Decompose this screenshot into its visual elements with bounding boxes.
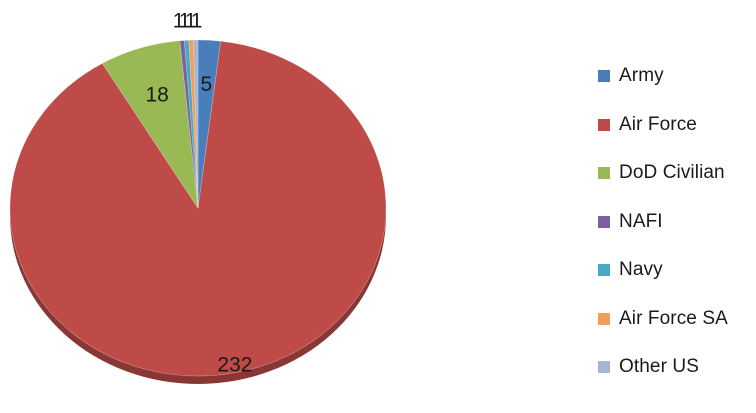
legend-item-navy: Navy [598, 258, 754, 282]
legend: Army Air Force DoD Civilian NAFI Navy Ai… [598, 64, 754, 404]
legend-label-nafi: NAFI [619, 211, 663, 233]
legend-item-army: Army [598, 64, 754, 88]
legend-label-dod-civilian: DoD Civilian [619, 162, 725, 184]
data-label-other-us: 1 [191, 10, 203, 33]
legend-label-other-us: Other US [619, 356, 699, 378]
legend-swatch-dod-civilian [598, 167, 610, 179]
legend-swatch-air-force [598, 119, 610, 131]
legend-item-air-force: Air Force [598, 113, 754, 137]
legend-swatch-air-force-sa [598, 313, 610, 325]
legend-item-dod-civilian: DoD Civilian [598, 161, 754, 185]
data-label-air-force: 232 [217, 353, 252, 376]
legend-swatch-other-us [598, 361, 610, 373]
legend-swatch-army [598, 70, 610, 82]
legend-swatch-nafi [598, 216, 610, 228]
data-label-dod-civilian: 18 [146, 84, 169, 107]
legend-label-air-force: Air Force [619, 114, 697, 136]
legend-swatch-navy [598, 264, 610, 276]
legend-label-army: Army [619, 65, 664, 87]
pie-slices [10, 40, 386, 376]
legend-item-other-us: Other US [598, 355, 754, 379]
legend-label-navy: Navy [619, 259, 663, 281]
legend-item-air-force-sa: Air Force SA [598, 307, 754, 331]
legend-item-nafi: NAFI [598, 210, 754, 234]
legend-label-air-force-sa: Air Force SA [619, 308, 728, 330]
data-label-army: 5 [200, 73, 212, 96]
